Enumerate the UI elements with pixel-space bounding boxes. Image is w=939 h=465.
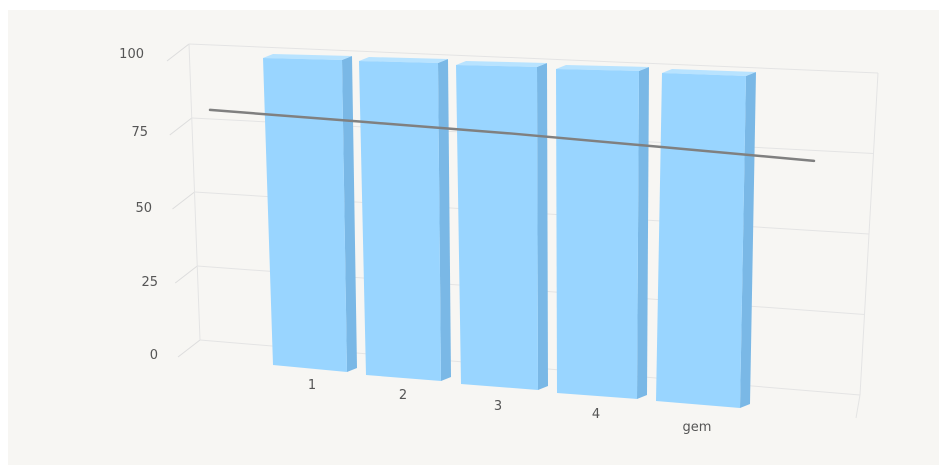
x-tick-label: gem	[683, 420, 712, 435]
y-tick-label: 0	[150, 348, 158, 363]
bar-top	[556, 65, 649, 71]
y-axis-labels: 0 25 50 75 100	[119, 47, 158, 363]
x-tick-label: 4	[592, 407, 600, 422]
gridline	[188, 43, 879, 74]
bar-top	[662, 69, 756, 76]
y-tick-label: 25	[141, 275, 158, 290]
bar-top	[456, 61, 547, 67]
x-tick-label: 1	[308, 378, 316, 393]
bar	[456, 65, 538, 390]
y-tick-label: 75	[131, 125, 148, 140]
gridline-depth	[177, 339, 201, 358]
floor-edge	[855, 394, 861, 419]
bars	[263, 54, 756, 408]
bar-top	[359, 57, 448, 63]
x-tick-label: 3	[494, 399, 502, 414]
back-wall-left-edge	[188, 43, 201, 341]
bar-top	[263, 54, 352, 60]
gridline-depth	[172, 191, 195, 210]
bar-side	[637, 67, 649, 399]
trend-line-group	[208, 108, 816, 163]
bar	[263, 58, 347, 372]
bar	[556, 69, 639, 399]
bar-side	[342, 56, 357, 372]
bar	[359, 61, 441, 381]
y-tick-label: 50	[135, 201, 152, 216]
trend-line	[208, 108, 816, 163]
gridline-depth	[169, 117, 193, 136]
gridline-depth	[166, 43, 190, 62]
x-tick-label: 2	[399, 388, 407, 403]
back-wall-right-edge	[859, 72, 879, 396]
bar-side	[537, 63, 548, 390]
bar	[656, 73, 746, 408]
x-axis-labels: 1 2 3 4 gem	[308, 378, 712, 435]
y-tick-label: 100	[119, 47, 144, 62]
gridline-depth	[174, 265, 198, 284]
bar-side	[438, 59, 451, 381]
